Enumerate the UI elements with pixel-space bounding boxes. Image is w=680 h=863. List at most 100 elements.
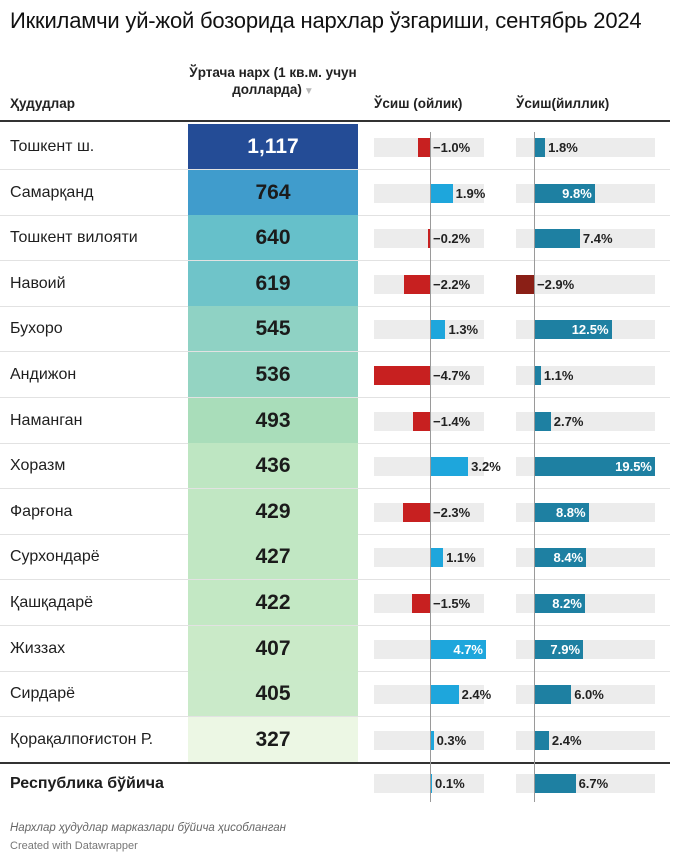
yearly-label: 1.8% — [548, 140, 578, 155]
monthly-bar — [374, 366, 430, 385]
yearly-track: 7.9% — [516, 639, 655, 659]
monthly-track: 3.2% — [374, 457, 501, 477]
yearly-track: 2.4% — [516, 730, 655, 750]
monthly-label: 0.3% — [436, 732, 467, 748]
table-row: Андижон 536 −4.7% 1.1% — [0, 352, 670, 398]
yearly-bar — [534, 502, 589, 522]
row-divider — [0, 716, 670, 718]
monthly-bar — [430, 730, 434, 750]
monthly-label: −0.2% — [433, 231, 471, 247]
monthly-label: −2.2% — [433, 276, 471, 292]
yearly-track: −2.9% — [516, 274, 655, 294]
monthly-label: 3.2% — [471, 459, 501, 475]
total-yearly-track: 6.7% — [516, 774, 655, 793]
yearly-track: 7.4% — [516, 229, 655, 249]
monthly-zero-axis — [430, 132, 431, 802]
sort-arrow-icon[interactable]: ▼ — [303, 86, 314, 97]
yearly-track: 8.8% — [516, 502, 655, 522]
monthly-label: −1.5% — [433, 596, 471, 611]
yearly-label: 1.1% — [543, 368, 574, 383]
table-row: Сирдарё 405 2.4% 6.0% — [0, 671, 670, 718]
monthly-track: 0.3% — [374, 730, 484, 750]
yearly-label: −2.9% — [537, 276, 575, 292]
table-row: Хоразм 436 3.2% 19.5% — [0, 443, 670, 490]
region-name: Фарғона — [10, 502, 73, 520]
table-row: Навоий 619 −2.2% −2.9% — [0, 260, 670, 307]
yearly-zero-axis — [534, 132, 535, 802]
monthly-track: 1.9% — [374, 183, 485, 203]
total-row-label: Республика бўйича — [10, 775, 164, 792]
table-row: Қашқадарё 422 −1.5% 8.2% — [0, 580, 670, 626]
yearly-track: 6.0% — [516, 685, 655, 705]
price-cell: 405 — [188, 671, 358, 718]
yearly-label: 8.2% — [552, 596, 582, 611]
header-monthly: Ўсиш (ойлик) — [374, 96, 463, 111]
row-divider — [0, 625, 670, 626]
table-row: Тошкент ш. 1,117 −1.0% 1.8% — [0, 124, 670, 170]
monthly-track: 2.4% — [374, 685, 491, 705]
yearly-track: 1.8% — [516, 138, 655, 157]
monthly-bar — [430, 548, 444, 568]
row-divider — [0, 488, 670, 490]
table-row: Сурхондарё 427 1.1% 8.4% — [0, 534, 670, 581]
yearly-track: 2.7% — [516, 411, 655, 431]
chart-title: Иккиламчи уй-жой бозорида нархлар ўзгари… — [10, 8, 642, 33]
total-monthly-bar — [430, 774, 432, 793]
monthly-track: 4.7% — [374, 639, 486, 659]
table-row: Бухоро 545 1.3% 12.5% — [0, 306, 670, 353]
table-row: Қорақалпоғистон Р. 327 0.3% 2.4% — [0, 716, 670, 763]
yearly-bar — [534, 594, 585, 613]
yearly-label: 8.8% — [555, 504, 586, 520]
monthly-bar — [430, 457, 469, 477]
row-divider — [0, 670, 670, 672]
region-name: Сурхондарё — [10, 548, 100, 566]
yearly-track: 1.1% — [516, 366, 655, 385]
region-name: Тошкент вилояти — [10, 229, 138, 247]
price-cell: 1,117 — [188, 124, 358, 170]
monthly-bar — [430, 685, 459, 705]
yearly-bar — [534, 366, 541, 385]
header-price[interactable]: Ўртача нарх (1 кв.м. учун долларда) ▼ — [188, 64, 358, 100]
total-row-bars: 0.1% 6.7% — [0, 760, 670, 806]
region-name: Жиззах — [10, 639, 66, 657]
region-name: Бухоро — [10, 320, 63, 338]
monthly-bar — [430, 320, 446, 340]
yearly-track: 8.2% — [516, 594, 655, 613]
monthly-bar — [418, 138, 430, 157]
yearly-bar — [516, 274, 534, 294]
region-name: Наманган — [10, 411, 83, 429]
monthly-track: −1.5% — [374, 594, 484, 613]
price-cell: 327 — [188, 716, 358, 763]
monthly-label: 2.4% — [461, 687, 492, 703]
region-name: Сирдарё — [10, 685, 76, 703]
price-cell: 429 — [188, 488, 358, 535]
price-cell: 545 — [188, 306, 358, 353]
region-name: Андижон — [10, 366, 77, 383]
price-cell: 407 — [188, 625, 358, 672]
monthly-label: −4.7% — [433, 368, 471, 383]
yearly-bar — [534, 457, 655, 477]
region-name: Самарқанд — [10, 183, 94, 201]
price-cell: 493 — [188, 397, 358, 444]
yearly-label: 2.7% — [553, 413, 584, 429]
monthly-track: −2.3% — [374, 502, 484, 522]
total-monthly-label: 0.1% — [435, 776, 465, 791]
price-cell: 422 — [188, 580, 358, 626]
row-divider — [0, 351, 670, 353]
table-row: Самарқанд 764 1.9% 9.8% — [0, 169, 670, 216]
yearly-label: 8.4% — [553, 550, 584, 566]
region-name: Тошкент ш. — [10, 138, 95, 155]
table-row: Тошкент вилояти 640 −0.2% 7.4% — [0, 215, 670, 262]
footnote: Нархлар ҳудудлар марказлари бўйича ҳисоб… — [10, 822, 286, 834]
yearly-track: 8.4% — [516, 548, 655, 568]
total-yearly-bar — [534, 774, 576, 793]
monthly-bar — [402, 502, 430, 522]
price-cell: 427 — [188, 534, 358, 581]
header-divider — [0, 120, 670, 122]
row-divider — [0, 533, 670, 535]
credit: Created with Datawrapper — [10, 840, 138, 852]
yearly-bar — [534, 639, 584, 659]
region-name: Хоразм — [10, 457, 66, 475]
region-name: Навоий — [10, 274, 66, 292]
monthly-bar — [412, 594, 430, 613]
